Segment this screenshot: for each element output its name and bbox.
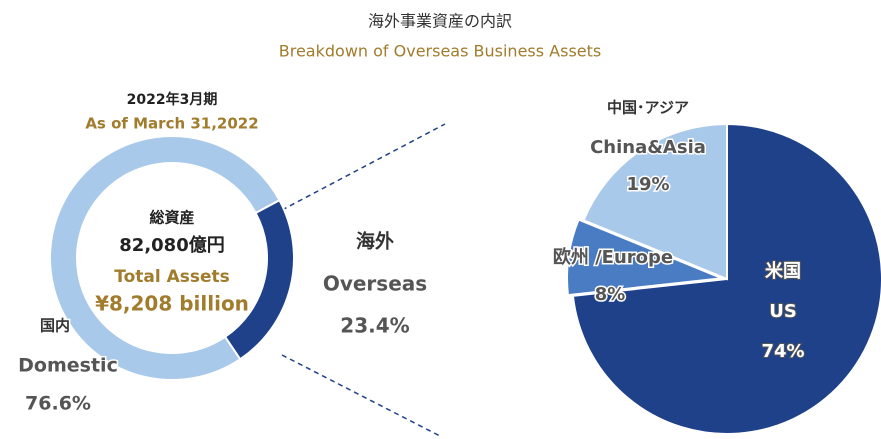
pie-slice [566, 218, 723, 297]
period-en: As of March 31,2022 [85, 115, 258, 133]
period: 2022年3月期 [127, 91, 218, 108]
center-label-en: Total Assets [114, 267, 230, 287]
pie-slice [571, 122, 881, 435]
segment-label: 76.6% [25, 393, 91, 415]
slice-label: US [769, 301, 797, 322]
segment-label: 国内 [40, 317, 70, 335]
connector [281, 123, 446, 211]
center-value: 82,080億円 [119, 234, 224, 256]
donut-segment [49, 135, 281, 381]
segment-label: Domestic [18, 355, 118, 377]
donut-segment [223, 198, 295, 361]
subtitle: Breakdown of Overseas Business Assets [279, 42, 601, 61]
segment-label: 海外 [356, 230, 394, 253]
center-label: 総資産 [149, 209, 194, 227]
slice-label: China&Asia [590, 137, 706, 158]
center-value-en: ¥8,208 billion [95, 292, 249, 316]
title: 海外事業資産の内訳 [368, 12, 512, 31]
segment-label: 23.4% [340, 314, 409, 338]
slice-label: 欧州 /Europe [553, 246, 673, 268]
pie-slice [582, 122, 728, 281]
connector [281, 354, 441, 437]
segment-label: Overseas [323, 272, 427, 296]
slice-label: 米国 [765, 260, 801, 282]
slice-label: 中国･アジア [607, 99, 689, 117]
slice-label: 74% [761, 341, 804, 362]
slice-label: 8% [595, 284, 626, 305]
slice-label: 19% [626, 174, 669, 195]
